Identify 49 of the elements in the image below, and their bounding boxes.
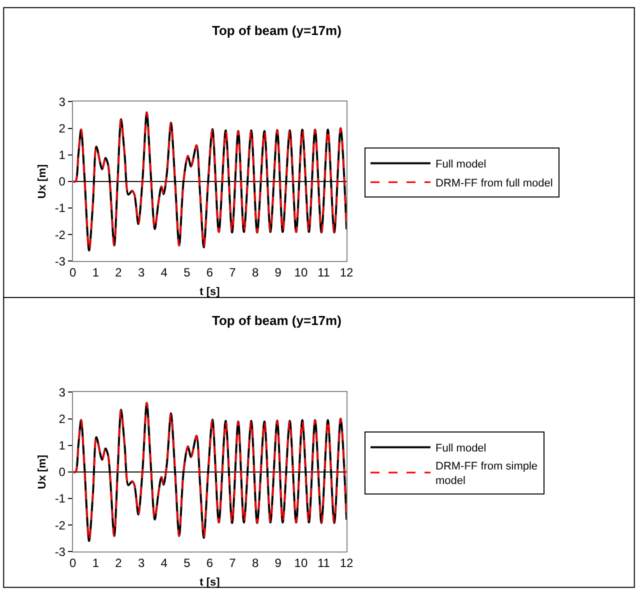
y-tick-label: -1 [54, 492, 66, 506]
x-tick-label: 2 [115, 266, 122, 280]
x-tick-label: 3 [138, 556, 145, 570]
x-tick-label: 1 [92, 266, 100, 280]
x-tick-label: 10 [294, 266, 308, 280]
x-tick-label: 10 [294, 556, 308, 570]
y-tick-label: 1 [58, 438, 66, 453]
x-tick-label: 7 [229, 266, 236, 280]
x-tick-label: 0 [70, 266, 77, 280]
x-tick-label: 8 [252, 556, 259, 570]
y-tick-label: -3 [54, 254, 66, 268]
x-tick-label: 6 [206, 556, 214, 570]
x-tick-label: 0 [70, 556, 77, 570]
chart-title: Top of beam (y=17m) [212, 23, 342, 38]
y-axis-title: Ux [m] [36, 454, 48, 490]
y-axis-title: Ux [m] [36, 164, 48, 199]
y-tick-label: -1 [54, 201, 66, 216]
x-tick-label: 9 [274, 266, 282, 280]
y-tick-label: -2 [54, 228, 66, 242]
x-tick-label: 8 [252, 266, 259, 280]
text: Full model [436, 158, 486, 171]
y-tick-label: 1 [58, 148, 66, 162]
x-tick-label: 3 [138, 266, 145, 280]
text: DRM-FF from simple model [436, 460, 538, 487]
x-tick-label: 4 [160, 556, 168, 570]
y-tick-label: 2 [58, 121, 66, 136]
x-tick-label: 4 [160, 266, 168, 280]
x-tick-label: 5 [184, 266, 191, 280]
y-tick-label: 3 [58, 385, 66, 400]
y-tick-label: -3 [54, 544, 66, 559]
y-tick-label: -2 [54, 518, 66, 532]
x-tick-label: 9 [274, 556, 282, 570]
y-tick-label: 0 [58, 465, 66, 480]
x-tick-label: 12 [340, 266, 354, 280]
text: Full model [436, 442, 486, 455]
y-tick-label: 2 [58, 412, 66, 426]
chart-title: Top of beam (y=17m) [212, 313, 342, 328]
x-tick-label: 11 [318, 556, 330, 570]
x-tick-label: 7 [229, 556, 236, 570]
x-axis-title: t [s] [200, 286, 220, 298]
x-tick-label: 5 [184, 556, 191, 570]
x-tick-label: 1 [92, 556, 100, 570]
y-tick-label: 3 [58, 94, 66, 109]
x-tick-label: 2 [115, 556, 122, 570]
y-tick-label: 0 [58, 174, 66, 189]
x-tick-label: 12 [340, 556, 354, 570]
x-tick-label: 11 [318, 266, 330, 280]
text: DRM-FF from full model [436, 178, 553, 190]
x-tick-label: 6 [206, 266, 214, 280]
